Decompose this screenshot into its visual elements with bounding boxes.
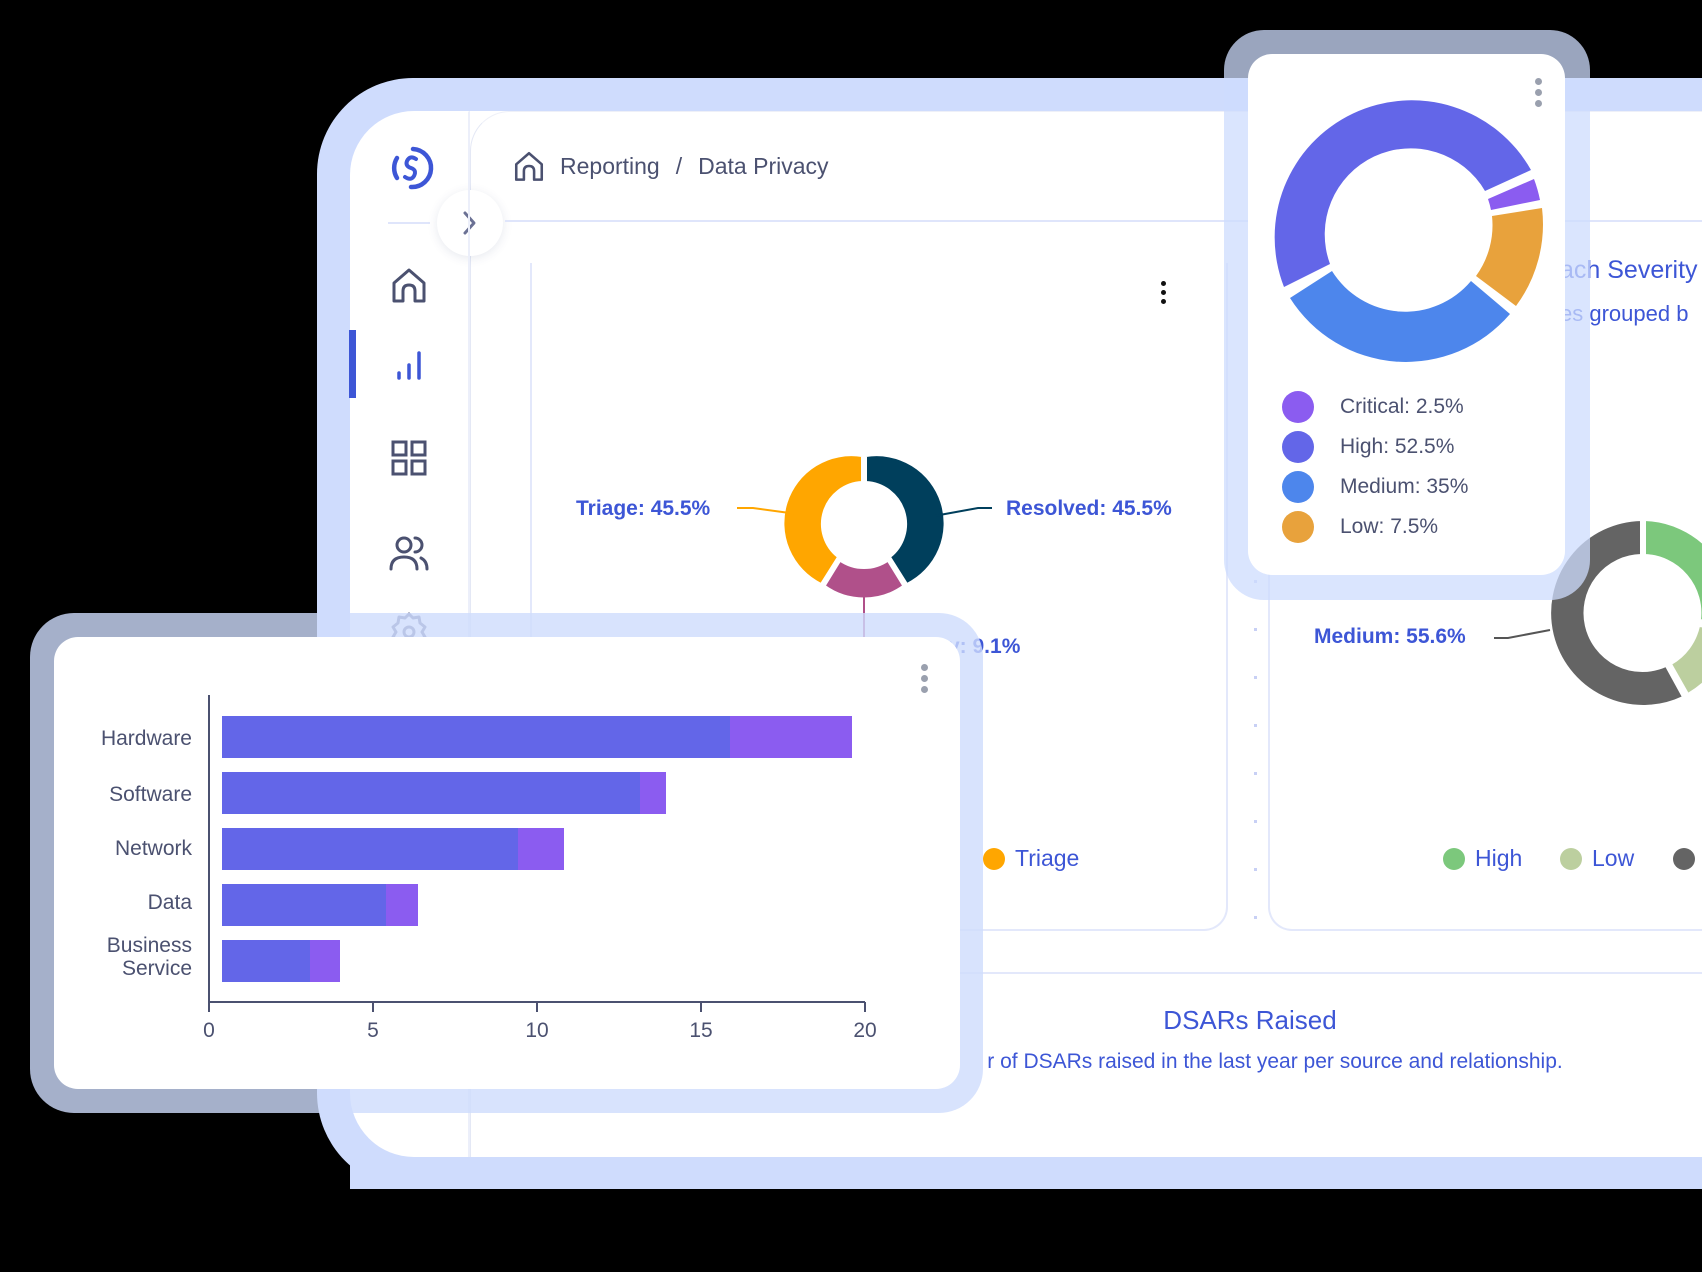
legend-item-triage[interactable]: Triage: [983, 845, 1079, 872]
label-line: Business: [106, 934, 192, 957]
sidebar-divider: [388, 222, 430, 224]
kebab-dot: [1535, 78, 1542, 85]
severity-popup-legend: Critical: 2.5% High: 52.5% Medium: 35% L…: [1282, 391, 1469, 543]
triage-leader-line: [737, 507, 798, 515]
header-divider: [505, 220, 1702, 222]
kebab-dot: [1161, 281, 1166, 286]
x-tick-5: 5: [367, 1019, 379, 1042]
legend-label: Low: [1592, 845, 1635, 871]
home-icon[interactable]: [512, 149, 546, 183]
critical-swatch: [1282, 391, 1314, 423]
y-axis-labels: Hardware Software Network Data Business …: [60, 710, 192, 1010]
dsars-title: DSARs Raised: [1163, 1005, 1337, 1035]
legend-label: High: [1475, 845, 1523, 871]
home-icon: [392, 268, 426, 303]
chevron-right-icon: [463, 211, 476, 235]
legend-item-low[interactable]: Low: [1560, 845, 1634, 872]
legend-label: Critical: 2.5%: [1340, 395, 1464, 418]
kebab-dot: [921, 686, 928, 693]
status-card-menu-button[interactable]: [1161, 281, 1166, 304]
section-divider: [530, 972, 1702, 974]
legend-item-high[interactable]: High: [1443, 845, 1522, 872]
legend-label: High: 52.5%: [1340, 435, 1455, 458]
legend-item-medium[interactable]: Medium: 35%: [1282, 471, 1469, 503]
medium-swatch: [1282, 471, 1314, 503]
kebab-dot: [921, 675, 928, 682]
legend-item-high[interactable]: High: 52.5%: [1282, 431, 1468, 463]
breadcrumb-data-privacy: Data Privacy: [698, 152, 829, 179]
breadcrumb-reporting[interactable]: Reporting: [560, 152, 660, 179]
logo-icon: [391, 146, 434, 190]
bar-popup-menu-button[interactable]: [921, 664, 928, 693]
y-label-hardware: Hardware: [100, 727, 192, 750]
medium-label: Medium: 55.6%: [1314, 625, 1466, 648]
sidebar-item-users[interactable]: [386, 530, 432, 576]
dsars-subtitle: r of DSARs raised in the last year per s…: [987, 1050, 1563, 1073]
app-logo[interactable]: [388, 145, 434, 191]
legend-item-critical[interactable]: Critical: 2.5%: [1282, 391, 1468, 423]
sidebar-item-dashboards[interactable]: [386, 435, 432, 481]
kebab-dot: [1161, 290, 1166, 295]
resolved-label: Resolved: 45.5%: [1006, 497, 1172, 520]
active-nav-indicator: [349, 330, 356, 398]
kebab-dot: [1535, 89, 1542, 96]
y-label-software: Software: [109, 783, 192, 806]
kebab-dot: [921, 664, 928, 671]
grid-icon: [391, 440, 427, 476]
kebab-dot: [1161, 299, 1166, 304]
legend-label: Medium: 35%: [1340, 475, 1469, 498]
medium-swatch[interactable]: [1673, 848, 1695, 870]
y-label-data: Data: [147, 891, 192, 914]
severity-popup-donut: [1274, 100, 1543, 362]
severity-popup-menu-button[interactable]: [1535, 78, 1542, 107]
breadcrumb: Reporting / Data Privacy: [512, 146, 829, 186]
card-separator: [1254, 580, 1257, 940]
x-tick-15: 15: [689, 1019, 713, 1042]
x-tick-0: 0: [203, 1019, 215, 1042]
sidebar-item-reporting[interactable]: [386, 342, 432, 388]
medium-leader-line: [1494, 629, 1551, 639]
legend-label: Low: 7.5%: [1340, 515, 1439, 538]
kebab-dot: [1535, 100, 1542, 107]
y-label-network: Network: [114, 837, 192, 860]
high-swatch: [1282, 431, 1314, 463]
triage-label: Triage: 45.5%: [576, 497, 711, 520]
users-icon: [389, 536, 429, 571]
low-swatch: [1282, 511, 1314, 543]
high-swatch: [1443, 847, 1465, 870]
low-swatch: [1560, 847, 1582, 870]
resolved-leader-line: [933, 507, 992, 517]
status-donut-chart: [782, 454, 946, 640]
breadcrumb-separator: /: [675, 152, 683, 179]
bar-chart-icon: [397, 351, 421, 380]
sidebar-expand-button[interactable]: [437, 190, 503, 256]
triage-swatch: [983, 847, 1005, 870]
y-label-business-service: Business Service: [107, 934, 192, 980]
bar-chart: [208, 695, 866, 1012]
frame-bottom-band: [350, 1157, 1702, 1189]
legend-label: Triage: [1015, 845, 1080, 871]
sidebar-item-home[interactable]: [386, 262, 432, 308]
x-tick-10: 10: [525, 1019, 549, 1042]
legend-item-low[interactable]: Low: 7.5%: [1282, 511, 1468, 543]
x-tick-20: 20: [853, 1019, 877, 1042]
label-line: Service: [121, 957, 192, 980]
